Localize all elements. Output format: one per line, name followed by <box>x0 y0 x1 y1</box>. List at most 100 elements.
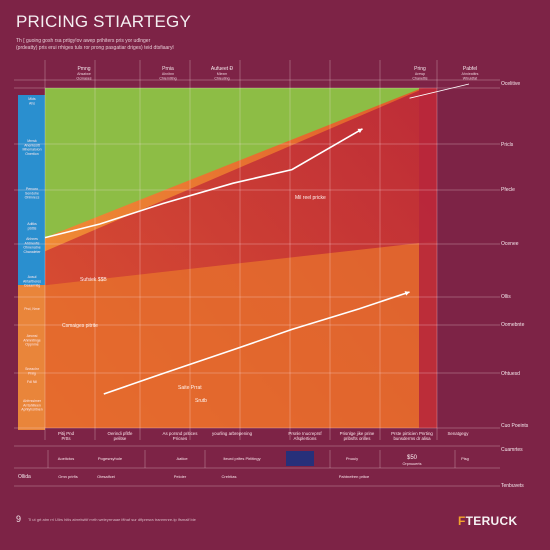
bottom-axis-label: bunsderms dr alisa <box>393 436 431 441</box>
right-axis-label: Pricls <box>501 142 514 148</box>
table-row2-cell: Peloler <box>174 474 187 479</box>
top-header-sublabel: Chieuting <box>214 77 229 81</box>
left-axis-label: Aosul <box>28 275 37 279</box>
table-row1-cell: Pogesrsyhole <box>98 456 123 461</box>
left-axis-label: Aphtyhsirtnen <box>21 408 42 412</box>
bottom-axis-label: Prsnle Inucreprsf <box>288 431 322 436</box>
top-header-label: Prnia <box>162 66 174 72</box>
left-axis-label: Mkts <box>28 97 36 101</box>
top-header-label: Pabfel <box>463 66 477 72</box>
table-row1-cell: Aatlce <box>176 456 188 461</box>
logo-mark: F <box>458 514 466 528</box>
bottom-axis-label: Senatgegy <box>448 431 470 436</box>
left-axis-label: Fdl Nil <box>27 380 37 384</box>
bottom-axis-label: Oerindi pfitfe <box>108 431 133 436</box>
top-header-sublabel: Ocmases <box>76 77 91 81</box>
subtitle-line-1: Th [ guoing gosh rsa prtigy!ov awep prih… <box>16 38 151 44</box>
top-header-sublabel: Ahsatwe <box>77 72 91 76</box>
left-axis-label: Mhemaloion <box>22 148 41 152</box>
table-row1-cell: lteurd prifes Pirlitingy <box>223 456 260 461</box>
left-axis-label: Ahhnes <box>26 237 38 241</box>
annotation-arrow <box>409 83 470 99</box>
top-header-label: Aufueet Ð <box>211 66 234 72</box>
left-axis-label: Ceaarrntig <box>24 284 40 288</box>
left-axis-label: Ahfrrssimer <box>23 399 42 403</box>
bottom-axis-label: Afsplertions <box>294 436 318 441</box>
bottom-axis-label: pelitse <box>114 436 127 441</box>
subtitle-line-2: (prdeatty) pris erui rrhiges tuls ror pr… <box>16 45 174 51</box>
annotation-label: Sufsiek $$B <box>80 277 107 283</box>
left-axis-label: Aditks <box>27 222 37 226</box>
left-axis-label: Ahentesitt <box>24 143 40 147</box>
left-axis-label: Ahtrrenfis <box>25 241 40 245</box>
left-axis-label: Aeonsi <box>27 334 38 338</box>
left-axis-label: Arrtahilieen <box>23 403 41 407</box>
left-axis-label: Chanaleter <box>23 250 41 254</box>
table-row2-right: Tenbuvets <box>501 483 524 489</box>
left-axis-label: Mrnsk <box>27 139 37 143</box>
table-highlight-sub: Orpnuuerts <box>403 462 422 466</box>
series-line <box>103 291 410 395</box>
top-header-sublabel: Ahnitnn <box>162 72 174 76</box>
top-header-sublabel: Arewp <box>415 72 425 76</box>
left-axis-label: Oppnme <box>25 343 38 347</box>
right-axis-label: Pfecle <box>501 187 515 193</box>
annotation-label: Srutb <box>195 398 207 404</box>
table-row2-left: Ollida <box>18 474 31 480</box>
bottom-axis-label: Prisnlge jike prine <box>340 431 375 436</box>
left-axis-label: Sendohe <box>25 191 39 195</box>
bottom-axis-label: As porsnd pritices <box>163 431 199 436</box>
bottom-axis-label: yourling arbrepening <box>212 431 253 436</box>
left-orange-column <box>18 285 45 430</box>
top-header-label: Pring <box>414 66 426 72</box>
bottom-axis-label: Pitij Pnd <box>58 431 75 436</box>
left-axis-label: Sneaclnr <box>25 367 40 371</box>
table-row1-cell: Pnuuiy <box>346 456 358 461</box>
top-header-sublabel: Chanettis <box>412 77 427 81</box>
top-header-sublabel: Ahnieatitrs <box>462 72 479 76</box>
chart-title: PRICING STIARTEGY <box>16 12 192 31</box>
table-row1-cell: Aoeitctos <box>58 456 74 461</box>
bottom-axis-label: pribsfts orilles <box>344 436 372 441</box>
right-axis-label: Ollis <box>501 294 511 300</box>
left-axis-label: Ahtartheres <box>23 279 41 283</box>
left-axis-label: Pervuro <box>26 187 38 191</box>
bottom-axis-label: Prste pirticien Pnrting <box>391 431 433 436</box>
left-axis-label: Ohnenatne <box>23 246 40 250</box>
table-highlight-value: $50 <box>407 455 418 461</box>
logo-text: TERUCK <box>465 514 518 528</box>
top-header-sublabel: Wtruidfat <box>463 77 477 81</box>
left-axis-label: pSttis <box>28 226 37 230</box>
annotation-label: Saite Prrat <box>178 385 202 391</box>
table-row1-right: Cuamrtes <box>501 447 523 453</box>
table-row1-cell: Pisg <box>461 456 469 461</box>
top-header-sublabel: Mlexm <box>217 72 228 76</box>
series-arrowhead <box>404 291 410 296</box>
series-arrowhead <box>357 128 363 134</box>
brand-logo: FTERUCK <box>458 514 517 528</box>
right-axis-label: Ocelitive <box>501 81 520 87</box>
left-axis-label: Ahs <box>29 101 35 105</box>
left-axis-label: Onertion <box>25 152 38 156</box>
left-axis-label: Ahmnitinge <box>23 338 41 342</box>
top-header-sublabel: Chiemtitng <box>159 77 176 81</box>
table-highlight-box <box>286 451 314 466</box>
table-row2-cell: Otesalfcei <box>97 474 115 479</box>
series-line <box>44 128 363 239</box>
table-row2-cell: Crehtias <box>222 474 237 479</box>
table-row2-cell: Omn prirfis <box>58 474 78 479</box>
green-area <box>45 88 422 238</box>
left-axis-label: Pnd, Nme <box>24 307 40 311</box>
right-column-band <box>419 88 437 428</box>
annotation-label: Mil reel pricke <box>295 195 326 201</box>
right-axis-label: Oomebnte <box>501 322 525 328</box>
page-number: 9 <box>16 514 22 524</box>
left-axis-label: Ohlinrecs <box>25 196 40 200</box>
orange-lower-area <box>45 241 437 428</box>
left-axis-label: Pniig <box>28 371 36 375</box>
bottom-axis-label: Prtts <box>61 436 71 441</box>
table-row2-cell: Pahtnefren pritce <box>339 474 370 479</box>
top-header-label: Pmng <box>77 66 90 72</box>
footer-text: Ti ut grt atm rri Ulirs hitis atrrelwiti… <box>28 517 196 522</box>
